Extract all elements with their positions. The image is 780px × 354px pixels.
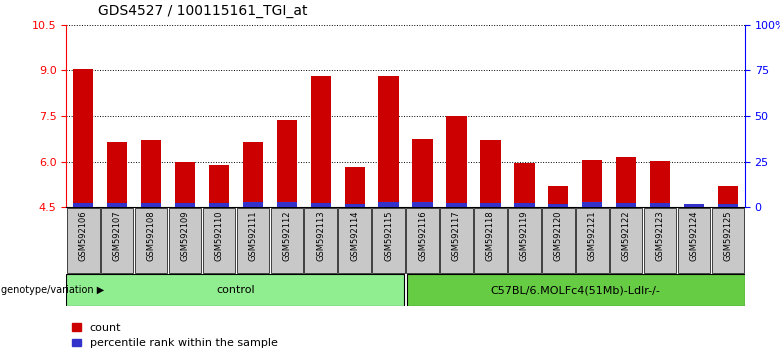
Text: GSM592110: GSM592110 xyxy=(215,210,224,261)
Bar xyxy=(372,209,405,273)
Bar xyxy=(243,142,263,207)
Bar xyxy=(135,209,168,273)
Text: C57BL/6.MOLFc4(51Mb)-Ldlr-/-: C57BL/6.MOLFc4(51Mb)-Ldlr-/- xyxy=(491,285,660,295)
Bar xyxy=(446,116,466,207)
Bar xyxy=(576,209,608,273)
Text: GSM592116: GSM592116 xyxy=(418,210,427,261)
Text: GSM592123: GSM592123 xyxy=(655,210,665,261)
Bar xyxy=(236,209,269,273)
Bar xyxy=(209,165,229,207)
Bar xyxy=(277,120,297,207)
Text: GSM592125: GSM592125 xyxy=(723,210,732,261)
Bar xyxy=(141,140,161,207)
Bar xyxy=(310,76,331,207)
Bar xyxy=(514,203,534,207)
Bar xyxy=(277,202,297,207)
Text: GSM592119: GSM592119 xyxy=(519,210,529,261)
Bar xyxy=(718,204,738,207)
Text: GSM592109: GSM592109 xyxy=(180,210,190,261)
Bar xyxy=(480,203,501,207)
Text: GSM592124: GSM592124 xyxy=(690,210,699,261)
Bar xyxy=(141,203,161,207)
Bar xyxy=(684,204,704,207)
Bar xyxy=(209,203,229,207)
Bar xyxy=(678,209,711,273)
Bar xyxy=(446,203,466,207)
Text: GSM592118: GSM592118 xyxy=(486,210,495,261)
Bar xyxy=(650,161,670,207)
Text: GSM592112: GSM592112 xyxy=(282,210,292,261)
Bar xyxy=(548,204,569,207)
Bar xyxy=(406,209,439,273)
Bar xyxy=(548,186,569,207)
Bar xyxy=(107,203,127,207)
Legend: count, percentile rank within the sample: count, percentile rank within the sample xyxy=(72,323,278,348)
Text: GSM592111: GSM592111 xyxy=(248,210,257,261)
Bar xyxy=(616,203,636,207)
Bar xyxy=(175,162,195,207)
Bar xyxy=(339,209,371,273)
Bar xyxy=(508,209,541,273)
Bar xyxy=(542,209,575,273)
Bar xyxy=(304,209,337,273)
Bar xyxy=(175,203,195,207)
Bar xyxy=(684,204,704,207)
Bar xyxy=(345,204,365,207)
Bar xyxy=(168,209,201,273)
Bar xyxy=(514,163,534,207)
Bar xyxy=(203,209,236,273)
Bar xyxy=(378,202,399,207)
Bar xyxy=(243,202,263,207)
Bar xyxy=(474,209,507,273)
Bar xyxy=(310,203,331,207)
Bar xyxy=(378,76,399,207)
Text: GSM592113: GSM592113 xyxy=(316,210,325,261)
Bar xyxy=(644,209,676,273)
Bar xyxy=(480,140,501,207)
Bar xyxy=(413,202,433,207)
Text: GSM592120: GSM592120 xyxy=(554,210,563,261)
Text: genotype/variation ▶: genotype/variation ▶ xyxy=(1,285,104,295)
Bar xyxy=(67,209,100,273)
Bar xyxy=(407,274,745,306)
Bar xyxy=(582,202,602,207)
Text: GSM592107: GSM592107 xyxy=(112,210,122,261)
Bar xyxy=(73,69,94,207)
Bar xyxy=(345,167,365,207)
Bar xyxy=(413,139,433,207)
Text: GSM592117: GSM592117 xyxy=(452,210,461,261)
Bar xyxy=(650,203,670,207)
Text: GSM592122: GSM592122 xyxy=(622,210,631,261)
Bar xyxy=(107,142,127,207)
Bar xyxy=(711,209,744,273)
Text: control: control xyxy=(217,285,255,295)
Bar xyxy=(616,157,636,207)
Bar xyxy=(271,209,303,273)
Text: GSM592121: GSM592121 xyxy=(587,210,597,261)
Bar xyxy=(73,203,94,207)
Bar xyxy=(582,160,602,207)
Text: GSM592115: GSM592115 xyxy=(384,210,393,261)
Text: GSM592114: GSM592114 xyxy=(350,210,360,261)
Text: GSM592108: GSM592108 xyxy=(147,210,156,261)
Bar xyxy=(610,209,643,273)
Bar xyxy=(101,209,133,273)
Bar xyxy=(66,274,404,306)
Text: GSM592106: GSM592106 xyxy=(79,210,88,261)
Bar xyxy=(718,186,738,207)
Text: GDS4527 / 100115161_TGI_at: GDS4527 / 100115161_TGI_at xyxy=(98,4,307,18)
Bar xyxy=(440,209,473,273)
